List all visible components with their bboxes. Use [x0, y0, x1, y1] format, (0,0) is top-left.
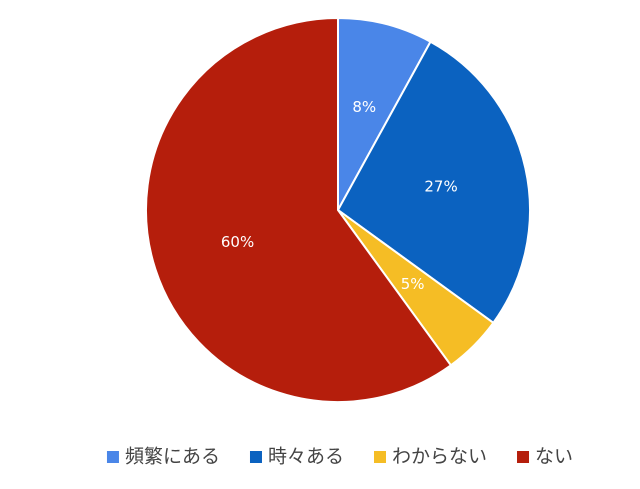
data-label: 8% [352, 98, 376, 116]
pie-slice [336, 40, 531, 325]
legend-swatch [374, 451, 386, 463]
legend-label: 頻繁にある [125, 446, 220, 468]
pie-slice [145, 16, 453, 403]
legend-swatch [106, 451, 119, 463]
data-label: 5% [401, 275, 425, 293]
pie-slice [337, 16, 432, 211]
legend-label: わからない [392, 446, 487, 468]
legend-swatch [249, 451, 262, 463]
legend-swatch [517, 451, 530, 463]
data-label: 60% [221, 233, 254, 251]
legend-label: 時々ある [268, 446, 344, 468]
legend-label: ない [535, 446, 573, 468]
data-label: 27% [424, 177, 457, 195]
